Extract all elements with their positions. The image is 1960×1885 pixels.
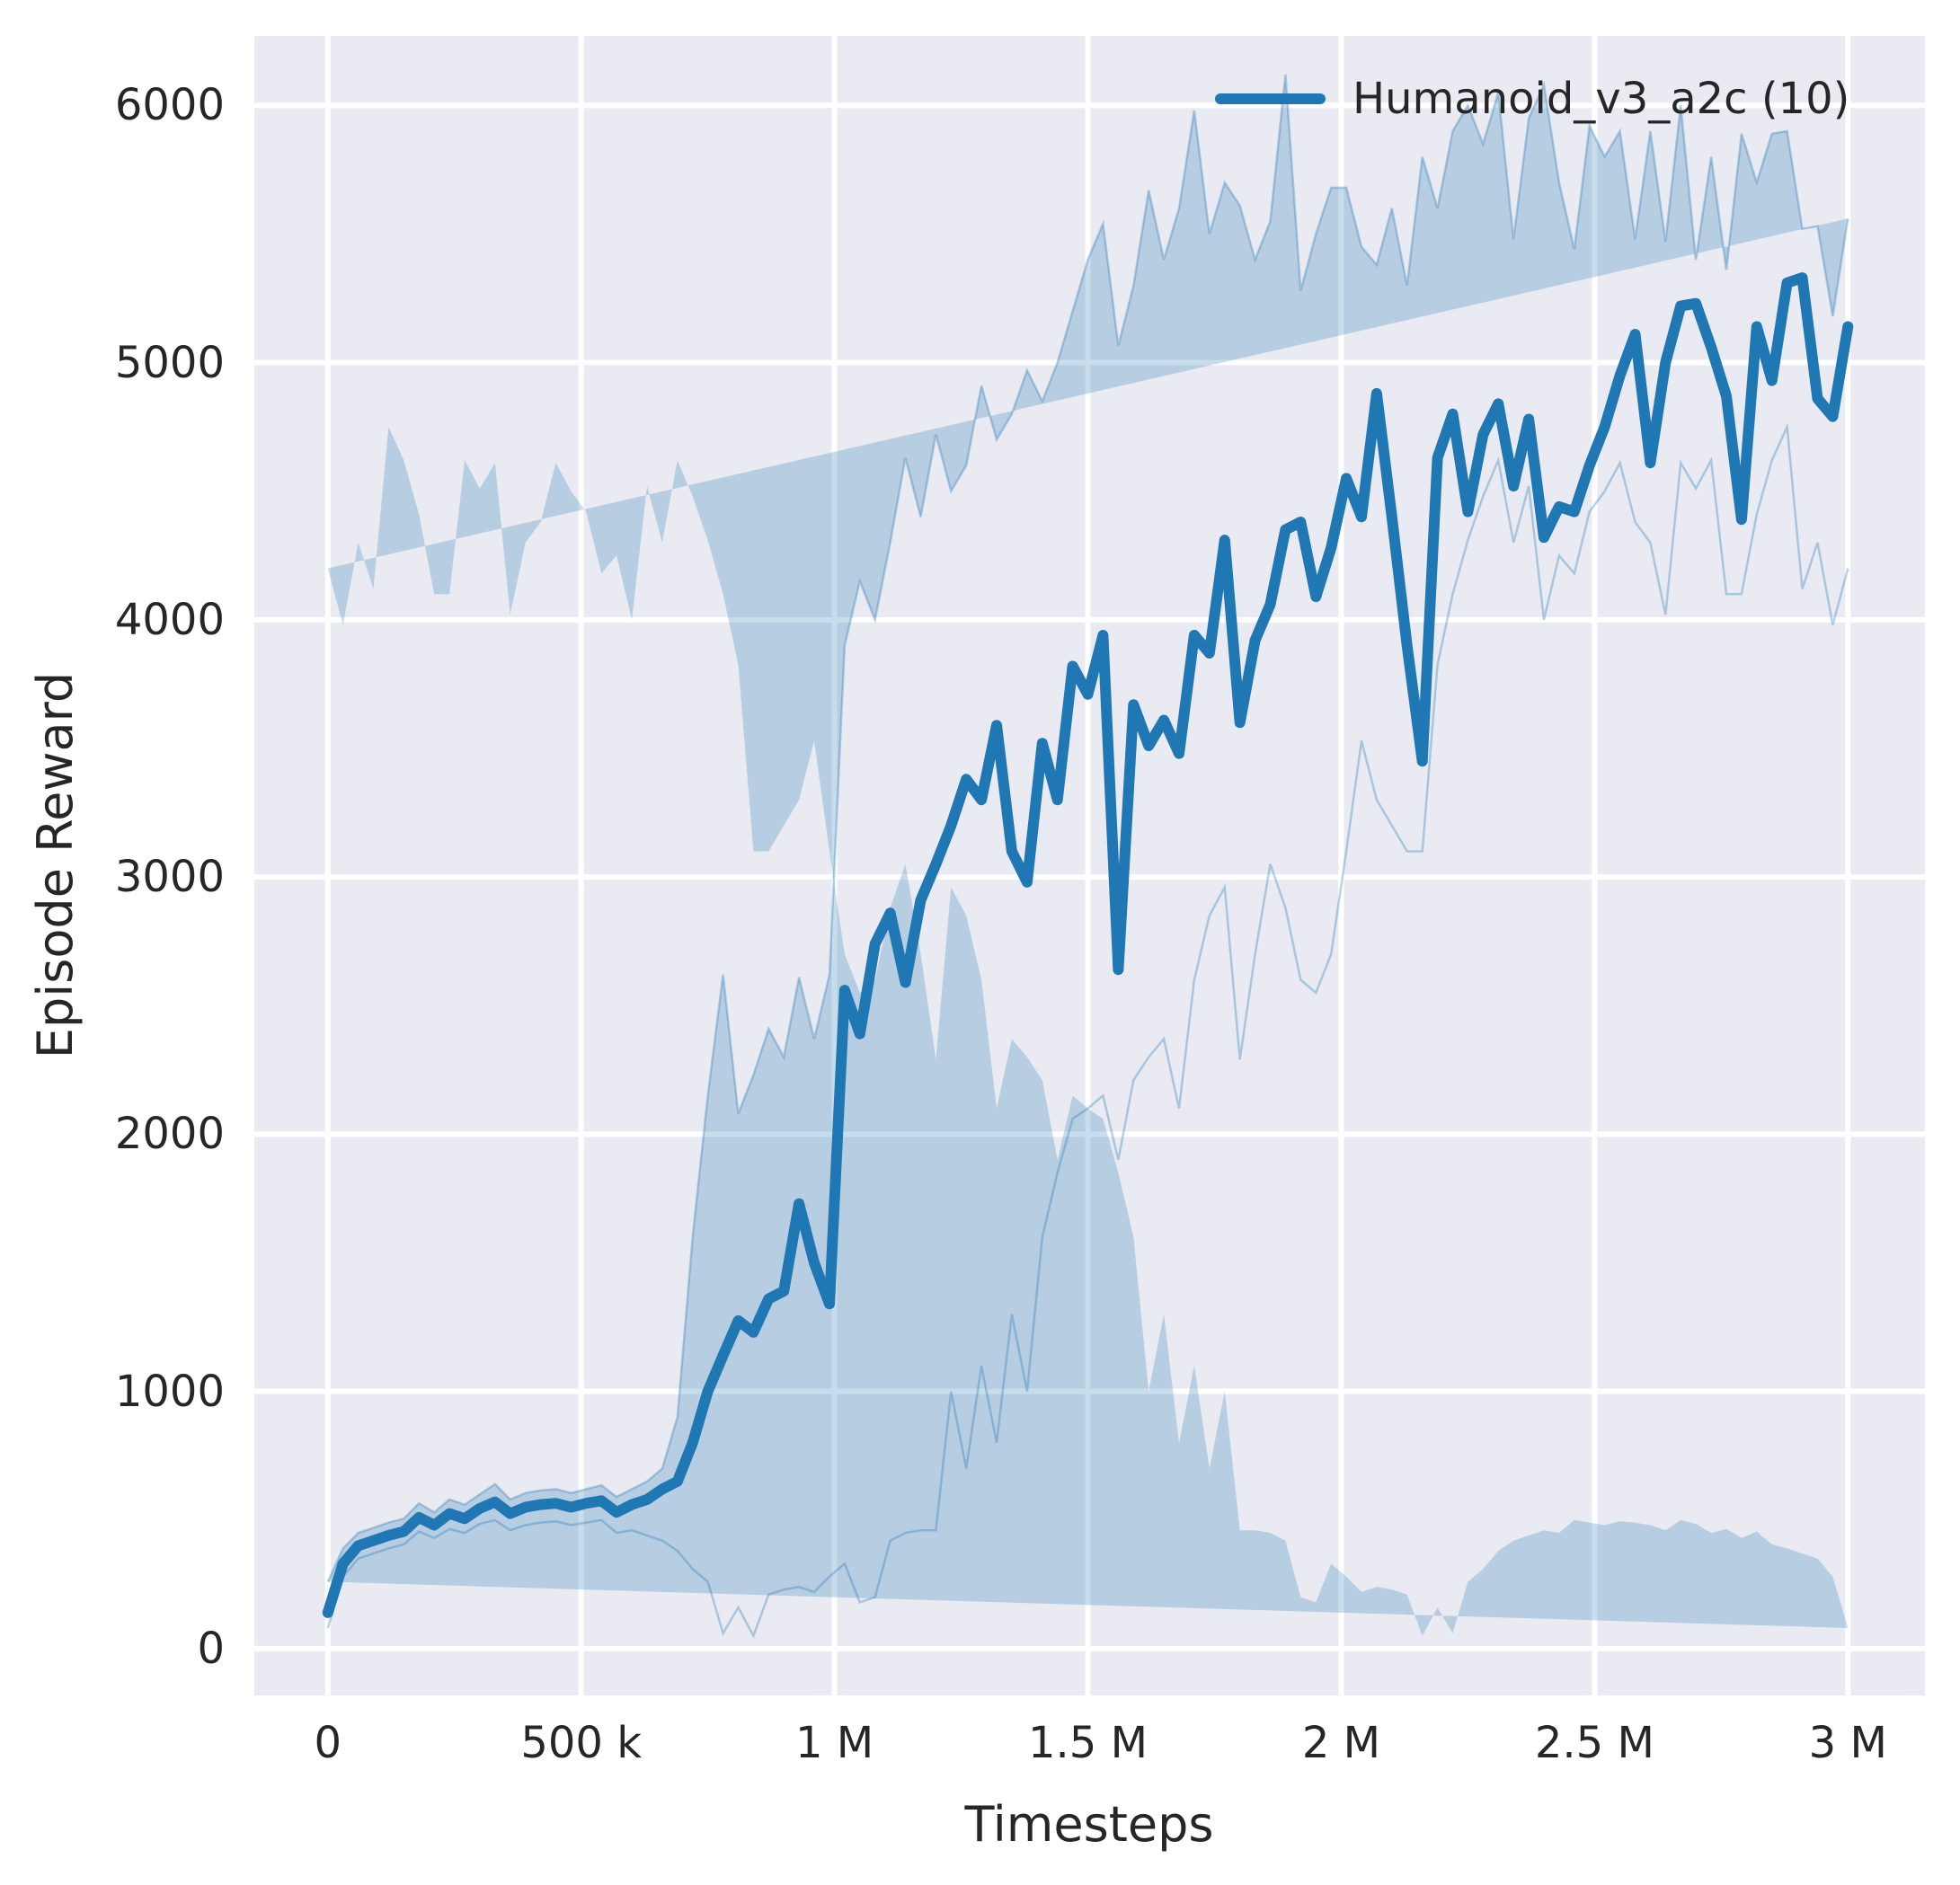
x-tick-label-500k: 500 k [520,1718,642,1768]
x-tick-label-2M: 2 M [1301,1718,1381,1768]
y-tick-label-3000: 3000 [114,852,225,903]
y-tick-label-0: 0 [197,1623,225,1674]
x-tick-label-1M: 1 M [794,1718,874,1768]
mean-reward-line [322,272,1854,1618]
x-tick-label-0: 0 [314,1718,342,1768]
y-tick-label-4000: 4000 [114,594,225,645]
x-tick-label-3M: 3 M [1808,1718,1887,1768]
band-lower-edge [326,422,1849,1639]
legend-label: Humanoid_v3_a2c (10) [1352,74,1850,124]
legend: Humanoid_v3_a2c (10) [1215,72,1849,126]
y-tick-label-6000: 6000 [114,80,225,131]
legend-line-swatch [1215,93,1326,104]
y-tick-label-1000: 1000 [114,1366,225,1417]
y-axis-label: Episode Reward [27,671,84,1059]
y-tick-label-2000: 2000 [114,1109,225,1160]
y-tick-label-5000: 5000 [114,337,225,388]
band-upper-edge [326,74,1849,1583]
x-tick-label-1.5M: 1.5 M [1028,1718,1149,1768]
x-tick-label-2.5M: 2.5 M [1534,1718,1654,1768]
confidence-band [327,74,1849,1636]
x-axis-label: Timesteps [964,1796,1214,1853]
